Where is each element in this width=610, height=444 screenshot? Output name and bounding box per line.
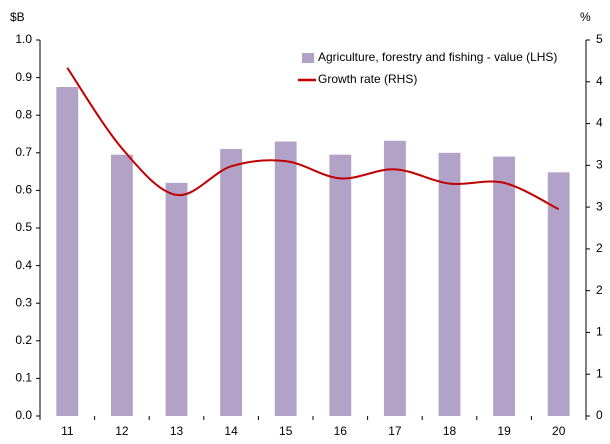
y-tick-label: 0.7: [15, 145, 32, 159]
legend-swatch: [302, 53, 314, 63]
bar: [493, 156, 516, 416]
legend-label: Growth rate (RHS): [318, 72, 417, 86]
x-tick-label: 20: [552, 424, 566, 438]
bar: [220, 149, 243, 417]
y-tick-label: 0.1: [15, 371, 32, 385]
y-tick-label: 0.9: [15, 70, 32, 84]
y-axis-label: $B: [10, 10, 25, 24]
x-tick-label: 16: [334, 424, 348, 438]
bar: [56, 87, 79, 416]
x-tick-label: 17: [388, 424, 402, 438]
bar: [547, 172, 570, 416]
bar: [383, 140, 406, 416]
x-tick-label: 14: [224, 424, 238, 438]
y-tick-label: 0.6: [15, 183, 32, 197]
y2-tick-label: 5: [596, 32, 603, 46]
y2-tick-label: 3: [596, 199, 603, 213]
x-tick-label: 12: [115, 424, 129, 438]
x-tick-label: 15: [279, 424, 293, 438]
y2-tick-label: 3: [596, 158, 603, 172]
y-tick-label: 0.2: [15, 333, 32, 347]
bar: [438, 152, 461, 417]
x-tick-label: 13: [170, 424, 184, 438]
y-tick-label: 0.4: [15, 258, 32, 272]
bar: [165, 182, 188, 416]
y2-tick-label: 4: [596, 116, 603, 130]
y-tick-label: 0.8: [15, 107, 32, 121]
y2-axis-label: %: [580, 10, 591, 24]
bar: [274, 141, 297, 416]
y2-tick-label: 1: [596, 325, 603, 339]
y-tick-label: 1.0: [15, 32, 32, 46]
x-tick-label: 11: [61, 424, 74, 438]
x-tick-label: 19: [497, 424, 511, 438]
line: [66, 67, 560, 211]
y2-tick-label: 2: [596, 241, 603, 255]
y-tick-label: 0.3: [15, 295, 32, 309]
y2-tick-label: 1: [596, 366, 603, 380]
bar: [329, 154, 352, 416]
bar: [110, 154, 133, 416]
y2-tick-label: 0: [596, 408, 603, 422]
x-tick-label: 18: [443, 424, 457, 438]
legend-label: Agriculture, forestry and fishing - valu…: [318, 50, 557, 64]
y-tick-label: 0.0: [15, 408, 32, 422]
y2-tick-label: 4: [596, 74, 603, 88]
y2-tick-label: 2: [596, 283, 603, 297]
y-tick-label: 0.5: [15, 220, 32, 234]
